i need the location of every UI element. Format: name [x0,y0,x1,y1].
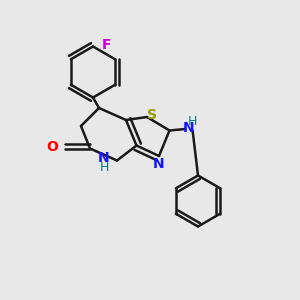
Text: S: S [147,108,158,122]
Text: O: O [46,140,58,154]
Text: N: N [153,157,165,170]
Text: F: F [102,38,112,52]
Text: N: N [183,121,195,134]
Text: H: H [100,160,110,174]
Text: N: N [98,151,109,165]
Text: H: H [188,115,197,128]
